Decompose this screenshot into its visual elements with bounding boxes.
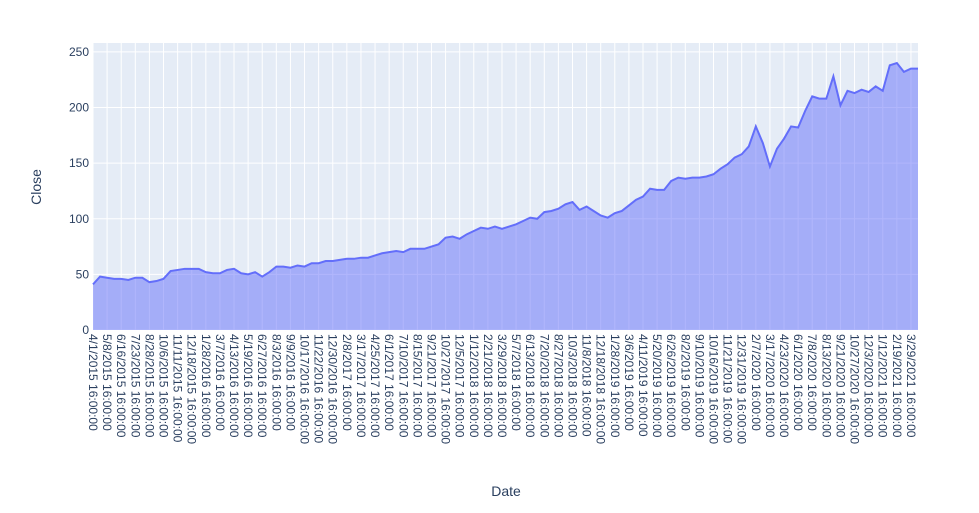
line (92, 61, 918, 286)
x-tick-label: 11/8/2018 16:00:00 (580, 334, 594, 437)
x-tick-label: 2/19/2021 16:00:00 (890, 334, 904, 438)
x-tick-label: 3/17/2020 16:00:00 (763, 334, 777, 438)
x-tick-label: 8/15/2017 16:00:00 (410, 334, 424, 438)
x-tick-label: 9/9/2016 16:00:00 (283, 334, 297, 431)
x-tick-label: 3/17/2017 16:00:00 (354, 334, 368, 438)
x-tick-label: 3/7/2016 16:00:00 (213, 334, 227, 431)
x-tick-label: 6/1/2017 16:00:00 (382, 334, 396, 431)
x-tick-label: 12/3/2020 16:00:00 (862, 334, 876, 438)
y-axis-title: Close (28, 169, 44, 205)
x-tick-label: 4/23/2020 16:00:00 (777, 334, 791, 438)
x-tick-label: 10/6/2015 16:00:00 (157, 334, 171, 438)
x-tick-label: 5/19/2016 16:00:00 (241, 334, 255, 438)
y-tick-label: 200 (69, 101, 89, 115)
x-tick-label: 6/13/2018 16:00:00 (523, 334, 537, 438)
x-tick-label: 4/11/2019 16:00:00 (636, 334, 650, 437)
x-tick-label: 2/7/2020 16:00:00 (749, 334, 763, 431)
x-tick-label: 9/21/2020 16:00:00 (833, 334, 847, 438)
x-tick-label: 4/25/2017 16:00:00 (368, 334, 382, 438)
x-tick-label: 12/5/2017 16:00:00 (453, 334, 467, 438)
x-tick-label: 6/27/2016 16:00:00 (255, 334, 269, 438)
x-tick-label: 4/13/2016 16:00:00 (227, 334, 241, 438)
x-tick-label: 8/28/2015 16:00:00 (142, 334, 156, 438)
x-tick-label: 10/17/2016 16:00:00 (298, 334, 312, 444)
x-tick-label: 11/22/2016 16:00:00 (312, 334, 326, 444)
y-tick-label: 250 (69, 45, 89, 59)
x-tick-label: 2/8/2017 16:00:00 (340, 334, 354, 431)
x-tick-label: 5/7/2018 16:00:00 (509, 334, 523, 431)
x-tick-label: 3/6/2019 16:00:00 (622, 334, 636, 431)
x-tick-label: 1/12/2021 16:00:00 (876, 334, 890, 438)
x-tick-label: 6/1/2020 16:00:00 (791, 334, 805, 431)
x-tick-label: 5/20/2019 16:00:00 (650, 334, 664, 438)
y-tick-label: 100 (69, 212, 89, 226)
x-tick-label: 12/30/2016 16:00:00 (326, 334, 340, 444)
x-axis-title: Date (491, 483, 521, 499)
x-tick-label: 9/21/2017 16:00:00 (424, 334, 438, 438)
x-tick-label: 3/29/2018 16:00:00 (495, 334, 509, 438)
x-tick-label: 1/28/2016 16:00:00 (199, 334, 213, 438)
x-tick-label: 8/2/2019 16:00:00 (678, 334, 692, 431)
x-tick-label: 1/12/2018 16:00:00 (467, 334, 481, 438)
x-tick-label: 3/29/2021 16:00:00 (904, 334, 918, 438)
x-tick-label: 5/8/2015 16:00:00 (100, 334, 114, 431)
x-tick-label: 7/23/2015 16:00:00 (128, 334, 142, 438)
x-tick-label: 4/1/2015 16:00:00 (86, 334, 100, 431)
x-tick-label: 6/26/2019 16:00:00 (664, 334, 678, 438)
x-tick-label: 6/16/2015 16:00:00 (114, 334, 128, 438)
x-tick-label: 12/31/2019 16:00:00 (735, 334, 749, 444)
x-tick-label: 8/27/2018 16:00:00 (551, 334, 565, 438)
x-tick-label: 2/21/2018 16:00:00 (481, 334, 495, 438)
x-tick-label: 8/3/2016 16:00:00 (269, 334, 283, 431)
x-tick-label: 10/27/2017 16:00:00 (439, 334, 453, 444)
x-tick-label: 7/8/2020 16:00:00 (805, 334, 819, 431)
x-tick-label: 1/28/2019 16:00:00 (608, 334, 622, 438)
x-tick-label: 10/16/2019 16:00:00 (707, 334, 721, 444)
x-tick-label: 10/27/2020 16:00:00 (848, 334, 862, 444)
area-fill (93, 63, 918, 331)
x-tick-label: 8/13/2020 16:00:00 (819, 334, 833, 438)
x-tick-label: 11/11/2015 16:00:00 (171, 334, 185, 443)
x-tick-label: 11/21/2019 16:00:00 (721, 334, 735, 444)
y-tick-label: 150 (69, 156, 89, 170)
y-tick-label: 50 (76, 267, 90, 281)
x-tick-label: 7/10/2017 16:00:00 (396, 334, 410, 438)
x-tick-label: 7/20/2018 16:00:00 (537, 334, 551, 438)
x-tick-label: 10/3/2018 16:00:00 (565, 334, 579, 438)
y-tick-label: 0 (82, 323, 89, 337)
x-tick-label: 12/18/2018 16:00:00 (594, 334, 608, 444)
x-tick-label: 9/10/2019 16:00:00 (692, 334, 706, 438)
x-tick-label: 12/18/2015 16:00:00 (185, 334, 199, 444)
